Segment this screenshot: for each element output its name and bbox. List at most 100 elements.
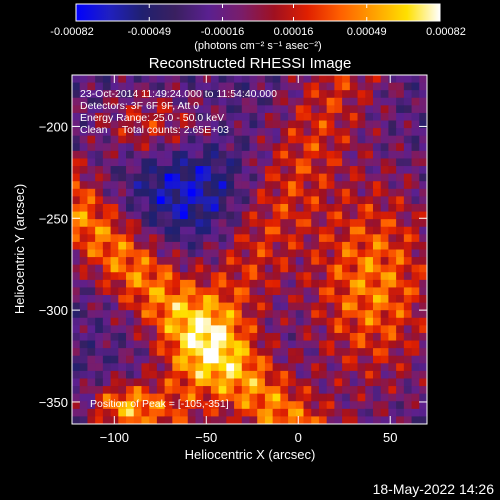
heatmap-cell [79,370,88,379]
heatmap-cell [149,249,158,258]
heatmap-cell [156,203,166,212]
heatmap-cell [79,408,88,417]
heatmap-cell [342,363,351,372]
heatmap-cell [403,112,412,121]
heatmap-cell [342,416,351,425]
heatmap-cell [149,105,158,114]
heatmap-cell [372,203,382,212]
heatmap-cell [419,386,428,395]
heatmap-cell [288,135,297,144]
heatmap-cell [264,416,274,425]
heatmap-cell [141,264,150,273]
heatmap-cell [180,112,189,121]
colorbar-units-label: (photons cm⁻² s⁻¹ asec⁻²) [194,40,321,52]
heatmap-cell [210,135,220,144]
heatmap-cell [396,143,405,152]
heatmap-cell [195,158,204,167]
heatmap-cell [303,249,312,258]
heatmap-cell [187,150,196,159]
heatmap-cell [172,241,181,250]
heatmap-cell [95,363,104,372]
heatmap-cell [357,112,366,121]
heatmap-cell [133,150,142,159]
heatmap-cell [380,150,389,159]
heatmap-cell [172,355,181,364]
heatmap-cell [218,128,227,137]
heatmap-cell [249,386,258,395]
heatmap-cell [303,332,312,341]
heatmap-cell [357,355,366,364]
heatmap-cell [141,97,150,106]
heatmap-cell [264,150,274,159]
heatmap-cell [380,348,389,357]
x-tick-label: −50 [195,430,217,445]
heatmap-cell [118,226,127,235]
heatmap-cell [288,416,297,425]
heatmap-cell [87,150,96,159]
heatmap-cell [87,386,96,395]
heatmap-cell [180,363,189,372]
heatmap-cell [126,295,135,304]
heatmap-cell [264,120,274,129]
heatmap-cell [226,211,235,220]
colorbar-tick-label: -0.00082 [50,26,93,38]
heatmap-cell [195,332,204,341]
heatmap-cell [326,348,335,357]
heatmap-cell [357,416,366,425]
heatmap-cell [264,264,274,273]
heatmap-cell [249,234,258,243]
heatmap-cell [280,370,289,379]
heatmap-cell [226,150,235,159]
heatmap-cell [365,378,374,387]
heatmap-cell [156,120,166,129]
heatmap-cell [241,272,250,281]
heatmap-cell [133,272,142,281]
heatmap-cell [203,370,212,379]
heatmap-cell [334,401,343,410]
heatmap-cell [272,196,281,205]
colorbar-tick-label: 0.00049 [347,26,387,38]
heatmap-cell [280,378,289,387]
heatmap-cell [195,393,204,402]
heatmap-cell [79,325,88,334]
heatmap-cell [203,181,212,190]
heatmap-cell [326,401,335,410]
heatmap-cell [403,226,412,235]
heatmap-cell [164,386,173,395]
heatmap-cell [334,408,343,417]
heatmap-cell [164,135,173,144]
heatmap-cell [372,370,382,379]
heatmap-cell [372,150,382,159]
heatmap-cell [210,393,220,402]
heatmap-cell [303,393,312,402]
heatmap-cell [133,317,142,326]
heatmap-cell [156,135,166,144]
heatmap-cell [79,211,88,220]
heatmap-cell [126,158,135,167]
heatmap-cell [141,249,150,258]
heatmap-cell [403,128,412,137]
heatmap-cell [164,287,173,296]
heatmap-cell [396,348,405,357]
heatmap-cell [342,340,351,349]
heatmap-cell [133,401,142,410]
heatmap-cell [87,348,96,357]
heatmap-cell [326,219,335,228]
heatmap-cell [95,158,104,167]
heatmap-cell [303,181,312,190]
heatmap-cell [126,173,135,182]
heatmap-cell [72,416,81,425]
heatmap-cell [380,120,389,129]
heatmap-cell [326,332,335,341]
heatmap-cell [210,105,220,114]
heatmap-cell [156,408,166,417]
heatmap-cell [388,82,397,91]
heatmap-cell [172,408,181,417]
heatmap-cell [87,340,96,349]
heatmap-cell [102,203,111,212]
heatmap-cell [388,317,397,326]
heatmap-cell [295,325,304,334]
heatmap-cell [87,82,96,91]
heatmap-cell [303,82,312,91]
